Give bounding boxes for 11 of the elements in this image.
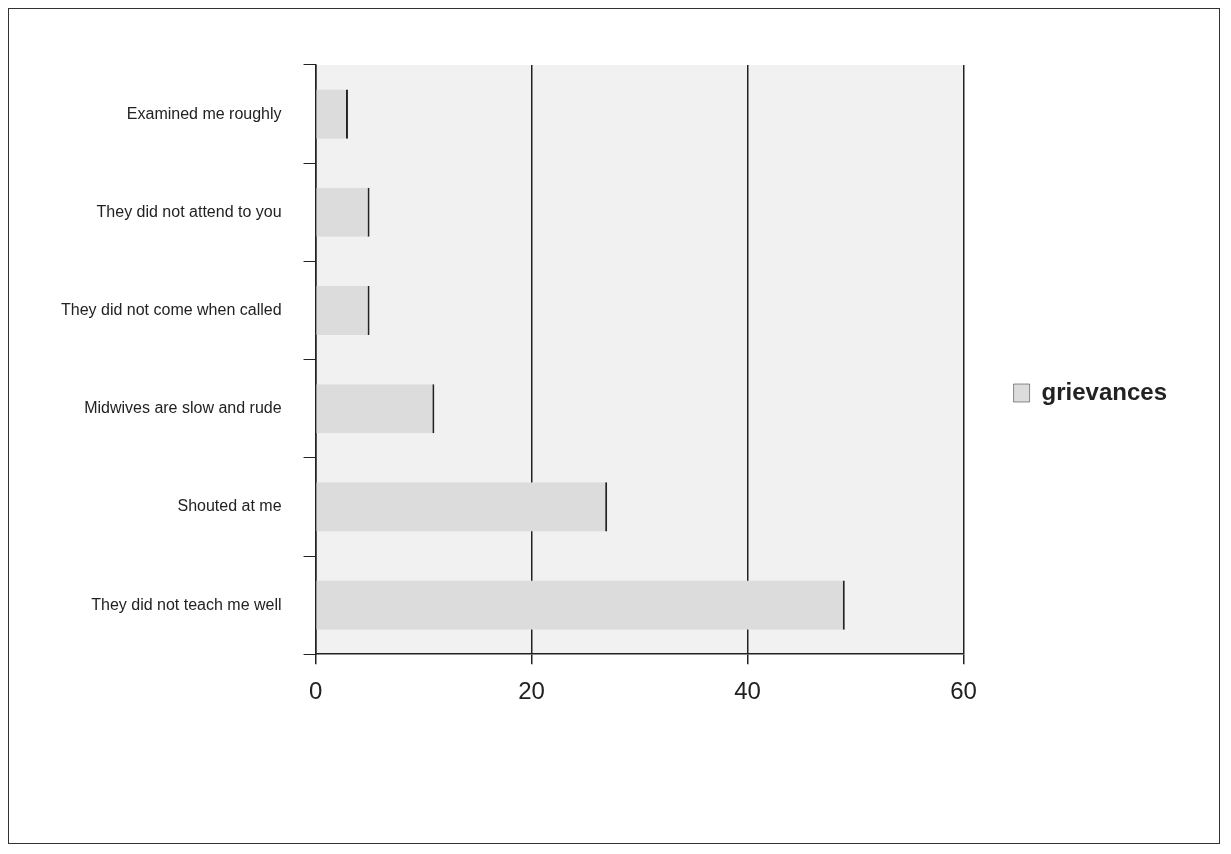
x-tick-label: 60 <box>950 677 977 705</box>
y-tick-label: They did not teach me well <box>91 595 282 613</box>
y-tick-label: Shouted at me <box>177 497 282 515</box>
y-tick-label: They did not attend to you <box>96 202 282 220</box>
y-tick-label: Examined me roughly <box>126 104 282 122</box>
x-tick-label: 0 <box>308 677 323 705</box>
x-tick-label: 20 <box>518 677 545 705</box>
x-tick-label: 40 <box>734 677 761 705</box>
legend-label: grievances <box>1041 377 1168 405</box>
y-tick-label: They did not come when called <box>60 300 282 318</box>
y-tick-label: Midwives are slow and rude <box>84 399 282 417</box>
